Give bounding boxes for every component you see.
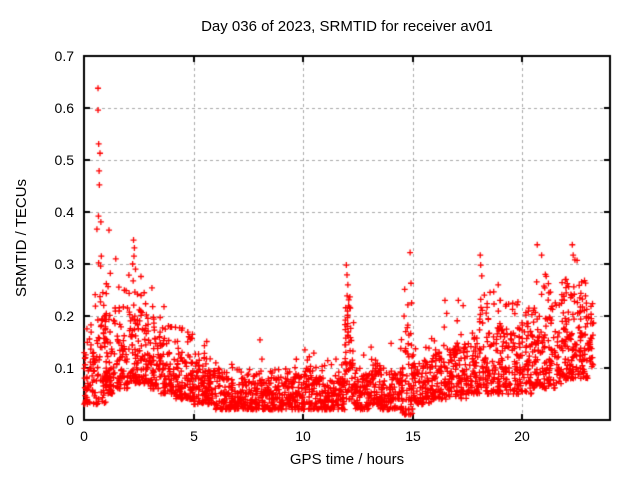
y-tick-label: 0.4	[54, 204, 74, 220]
y-tick-label: 0.1	[54, 360, 74, 376]
x-axis-title: GPS time / hours	[289, 451, 405, 468]
x-tick-label: 10	[295, 428, 311, 444]
x-tick-label: 0	[80, 428, 88, 444]
y-tick-label: 0.2	[54, 308, 74, 324]
y-tick-label: 0	[66, 412, 74, 428]
y-axis-title: SRMTID / TECUs	[13, 178, 30, 298]
y-tick-label: 0.7	[54, 48, 74, 64]
chart-title: Day 036 of 2023, SRMTID for receiver av0…	[201, 18, 493, 35]
y-tick-label: 0.6	[54, 100, 74, 116]
x-tick-label: 15	[405, 428, 421, 444]
x-tick-label: 20	[514, 428, 530, 444]
y-tick-label: 0.3	[54, 256, 74, 272]
y-tick-label: 0.5	[54, 152, 74, 168]
x-tick-label: 5	[190, 428, 198, 444]
